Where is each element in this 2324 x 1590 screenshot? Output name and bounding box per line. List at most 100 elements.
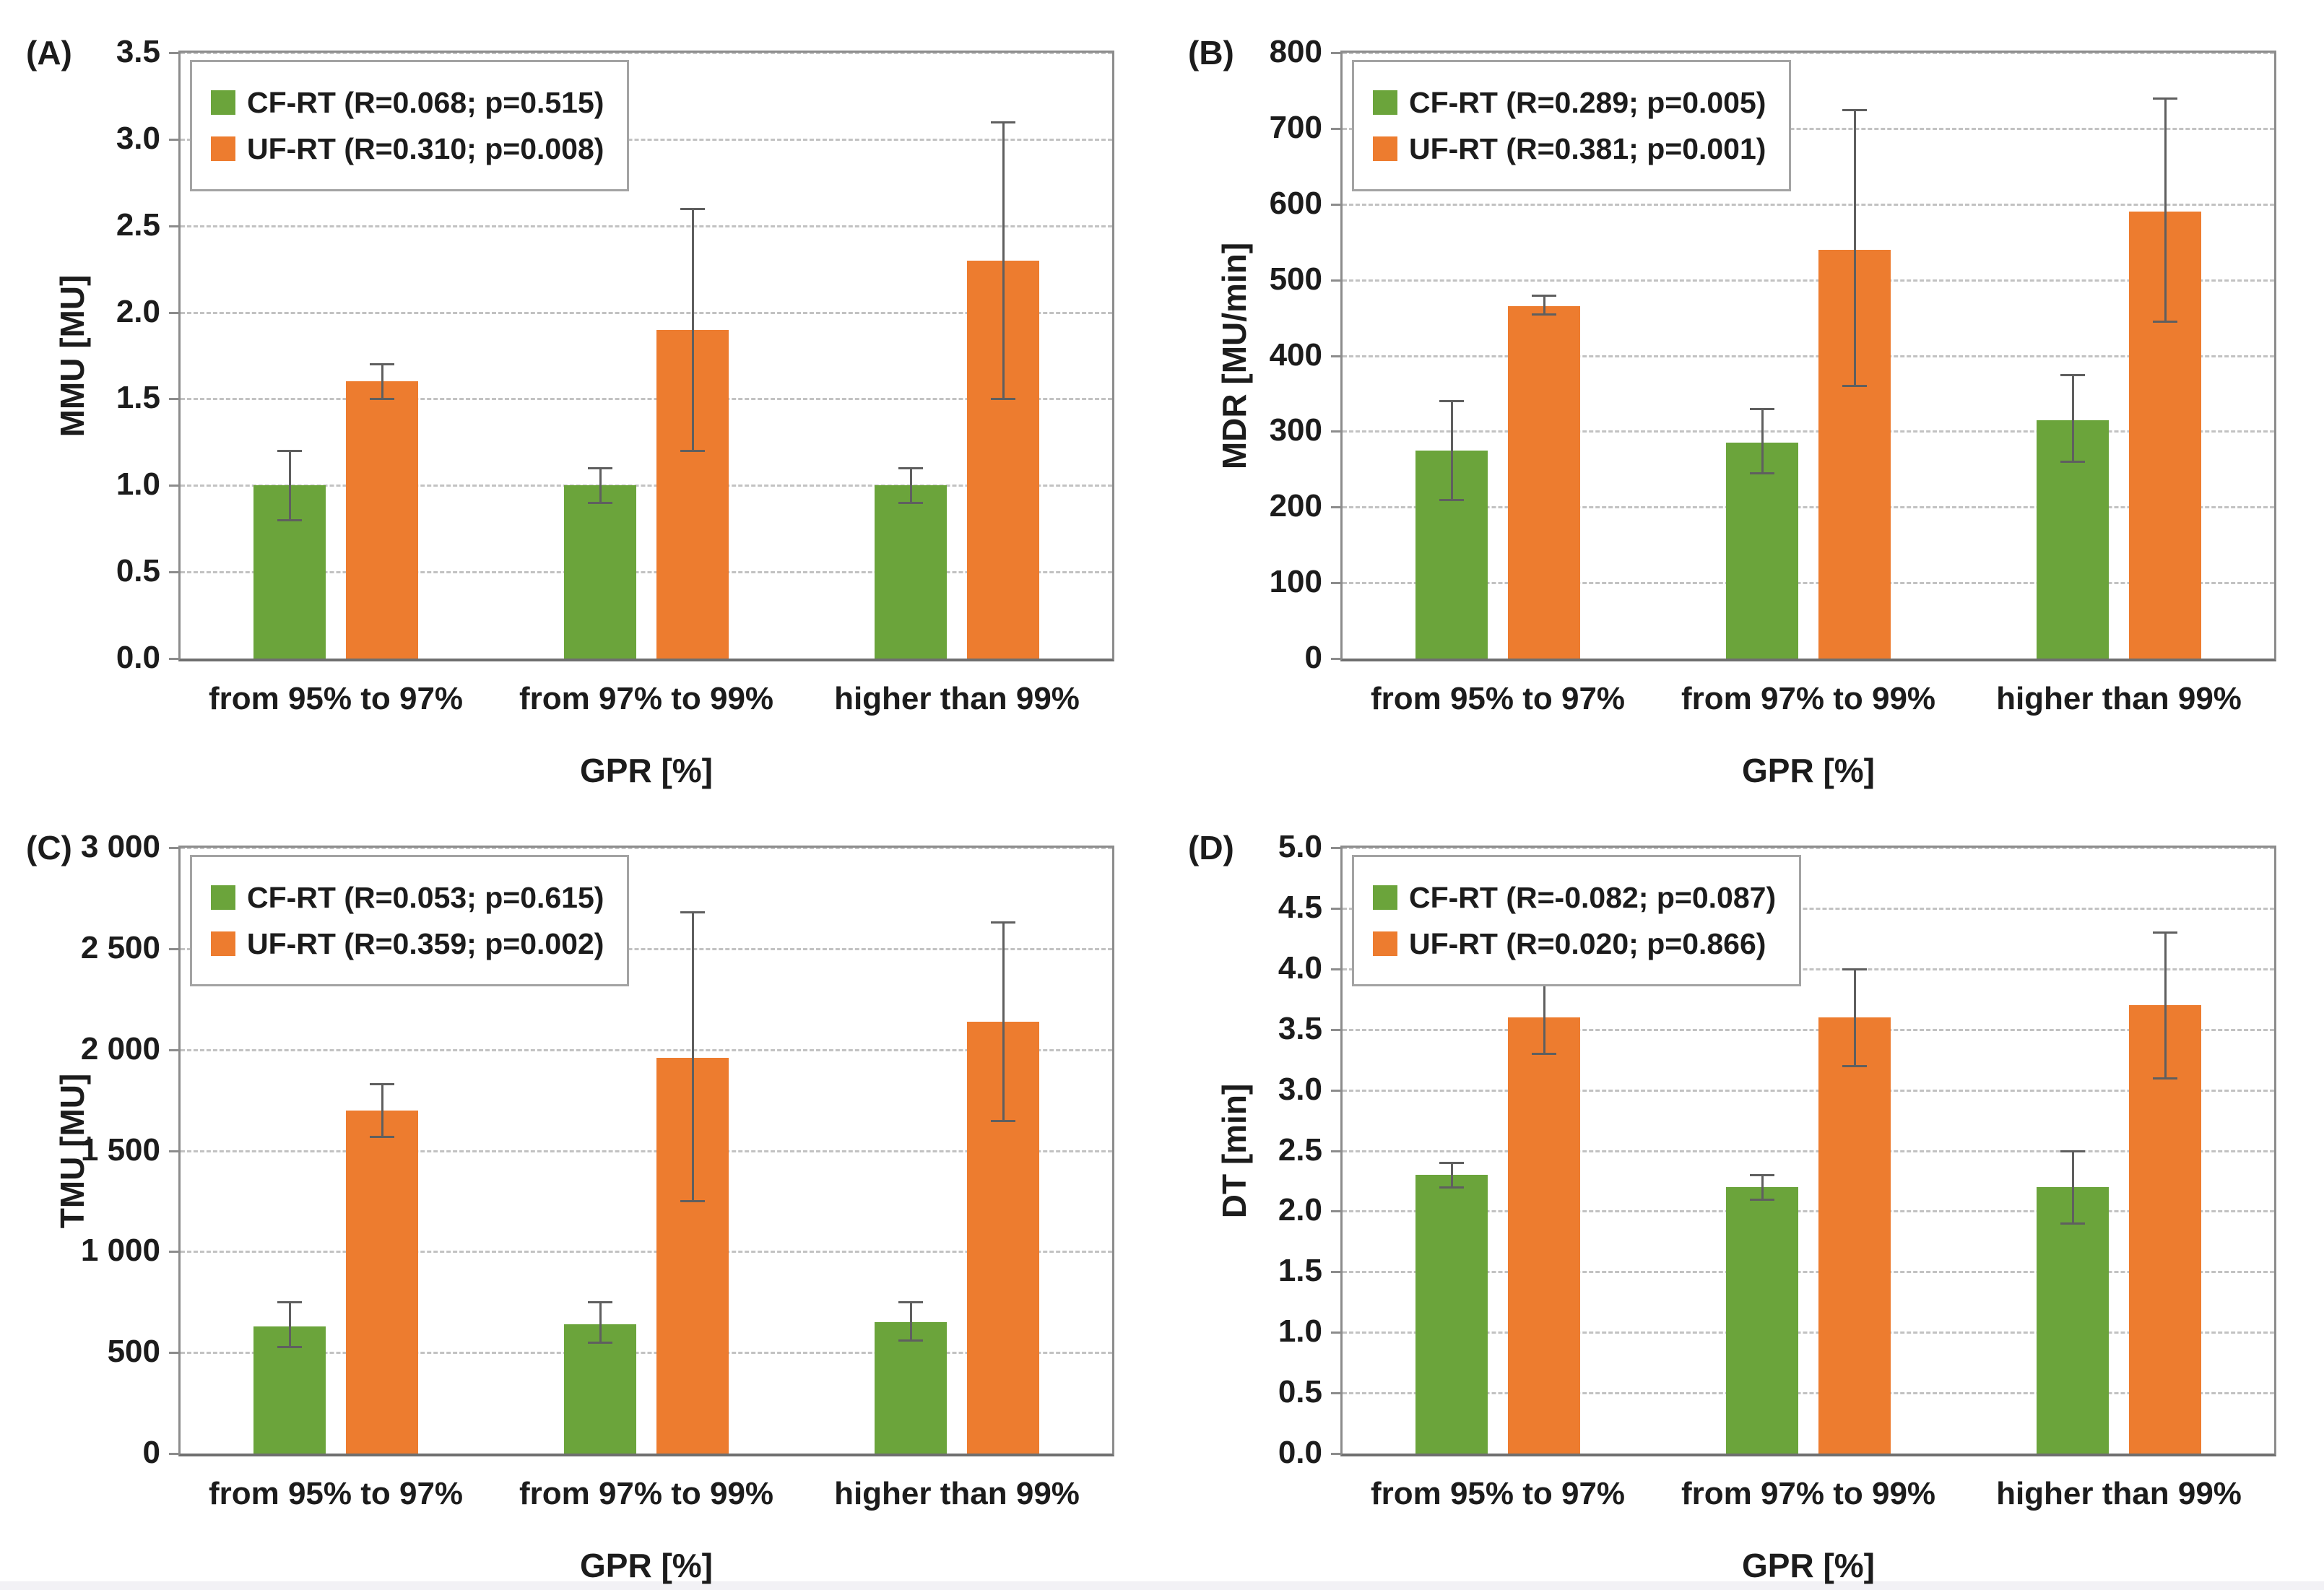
- error-bar-cap-top: [2153, 931, 2177, 934]
- y-tick-label: 4.5: [1278, 889, 1322, 925]
- gridline: [181, 1352, 1112, 1355]
- y-tick-mark: [169, 1251, 181, 1254]
- y-tick-label: 2 500: [80, 929, 160, 965]
- x-tick-label-1: from 95% to 97%: [208, 1476, 464, 1511]
- legend-box: CF-RT (R=0.053; p=0.615) UF-RT (R=0.359; …: [190, 855, 630, 986]
- error-bar-cap-top: [1439, 400, 1464, 403]
- panel-letter-d: (D): [1188, 829, 1234, 866]
- error-bar-cap-top: [991, 921, 1015, 924]
- error-bar-line: [2164, 97, 2167, 322]
- legend-row-uf-rt: UF-RT (R=0.381; p=0.001): [1373, 131, 1766, 166]
- x-tick-label-2: from 97% to 99%: [1681, 1476, 1936, 1511]
- uf-rt-bar-1: [346, 1110, 418, 1454]
- x-tick-label-3: higher than 99%: [834, 681, 1080, 716]
- cf-rt-bar-2: [564, 1324, 636, 1454]
- error-bar-cap-top: [2060, 373, 2085, 376]
- error-bar-line: [1543, 981, 1545, 1054]
- gridline: [1343, 582, 2274, 585]
- error-bar-cap-bottom: [1532, 1053, 1556, 1056]
- gridline: [1343, 127, 2274, 130]
- gridline: [1343, 52, 2274, 54]
- y-tick-label: 2.5: [1278, 1131, 1322, 1168]
- error-bar-line: [2071, 374, 2074, 462]
- legend-label: UF-RT (R=0.359; p=0.002): [247, 927, 604, 960]
- panel-b: (B) MDR [MU/min] 0 100 200 300 400 500 600 700 800…: [1162, 0, 2324, 795]
- uf-rt-bar-2: [1818, 1017, 1891, 1454]
- error-bar-cap-bottom: [1750, 472, 1774, 475]
- error-bar-line: [909, 468, 912, 503]
- cf-rt-swatch-icon: [1373, 885, 1397, 910]
- gridline: [1343, 1392, 2274, 1395]
- error-bar-cap-bottom: [2060, 461, 2085, 464]
- cf-rt-bar-3: [2037, 1186, 2109, 1454]
- plot-area-border: [1340, 846, 2276, 1456]
- y-tick-label: 100: [1269, 564, 1322, 600]
- cf-rt-swatch-icon: [1373, 90, 1397, 115]
- legend-label: UF-RT (R=0.310; p=0.008): [247, 132, 604, 165]
- gridline: [1343, 1150, 2274, 1152]
- error-bar-cap-top: [1439, 1162, 1464, 1165]
- panel-d: (D) DT [min] 0.0 0.5 1.0 1.5 2.0 2.5 3.0 3.5 4.0 4.…: [1162, 795, 2324, 1590]
- y-tick-label: 3.5: [1278, 1010, 1322, 1046]
- error-bar-line: [288, 1302, 291, 1347]
- gridline: [181, 398, 1112, 401]
- y-tick-label: 200: [1269, 488, 1322, 524]
- x-tick-label-2: from 97% to 99%: [519, 1476, 774, 1511]
- y-tick-label: 1 500: [80, 1131, 160, 1168]
- error-bar-line: [288, 451, 291, 521]
- error-bar-cap-bottom: [991, 1119, 1015, 1122]
- y-tick-label: 0.5: [116, 553, 160, 589]
- gridline: [181, 225, 1112, 227]
- error-bar-cap-bottom: [898, 502, 923, 505]
- y-tick-mark: [1331, 127, 1343, 130]
- legend-label: UF-RT (R=0.381; p=0.001): [1409, 132, 1766, 165]
- y-tick-mark: [1331, 355, 1343, 357]
- y-tick-mark: [169, 847, 181, 849]
- error-bar-cap-bottom: [2153, 321, 2177, 323]
- error-bar-line: [1002, 121, 1005, 399]
- error-bar-cap-bottom: [588, 502, 612, 505]
- error-bar-cap-bottom: [1842, 1065, 1867, 1068]
- error-bar-cap-top: [277, 450, 302, 453]
- cf-rt-bar-3: [875, 1322, 947, 1454]
- y-tick-mark: [169, 571, 181, 574]
- gridline: [1343, 279, 2274, 282]
- error-bar-cap-top: [1532, 294, 1556, 297]
- panel-letter-a: (A): [26, 34, 72, 71]
- gridline: [1343, 1089, 2274, 1092]
- x-axis-title: GPR [%]: [1742, 1547, 1875, 1584]
- y-tick-mark: [1331, 1271, 1343, 1274]
- error-bar-line: [1853, 109, 1856, 386]
- y-tick-mark: [1331, 1028, 1343, 1031]
- error-bar-cap-bottom: [898, 1339, 923, 1342]
- legend-row-cf-rt: CF-RT (R=0.289; p=0.005): [1373, 85, 1766, 120]
- y-tick-label: 600: [1269, 185, 1322, 221]
- error-bar-cap-bottom: [1439, 1186, 1464, 1189]
- gridline: [181, 138, 1112, 141]
- error-bar-line: [381, 364, 383, 399]
- error-bar-cap-top: [1750, 407, 1774, 410]
- error-bar-line: [599, 468, 602, 503]
- uf-rt-swatch-icon: [1373, 136, 1397, 161]
- error-bar-cap-top: [898, 467, 923, 470]
- panel-letter-b: (B): [1188, 34, 1234, 71]
- legend-label: CF-RT (R=-0.082; p=0.087): [1409, 881, 1777, 914]
- y-tick-mark: [1331, 658, 1343, 660]
- error-bar-line: [909, 1302, 912, 1341]
- legend-label: CF-RT (R=0.053; p=0.615): [247, 881, 604, 914]
- x-tick-label-2: from 97% to 99%: [1681, 681, 1936, 716]
- gridline: [1343, 1271, 2274, 1274]
- legend-row-cf-rt: CF-RT (R=0.068; p=0.515): [211, 85, 604, 120]
- y-tick-mark: [1331, 1453, 1343, 1455]
- y-tick-label: 0.0: [1278, 1435, 1322, 1470]
- legend-label: CF-RT (R=0.068; p=0.515): [247, 86, 604, 119]
- error-bar-cap-bottom: [991, 398, 1015, 401]
- legend-label: CF-RT (R=0.289; p=0.005): [1409, 86, 1766, 119]
- uf-rt-swatch-icon: [211, 136, 235, 161]
- y-tick-mark: [1331, 52, 1343, 54]
- legend-row-uf-rt: UF-RT (R=0.359; p=0.002): [211, 926, 604, 961]
- x-tick-label-3: higher than 99%: [1996, 681, 2242, 716]
- error-bar-cap-top: [277, 1301, 302, 1304]
- y-tick-label: 3 000: [80, 829, 160, 864]
- gridline: [1343, 1210, 2274, 1213]
